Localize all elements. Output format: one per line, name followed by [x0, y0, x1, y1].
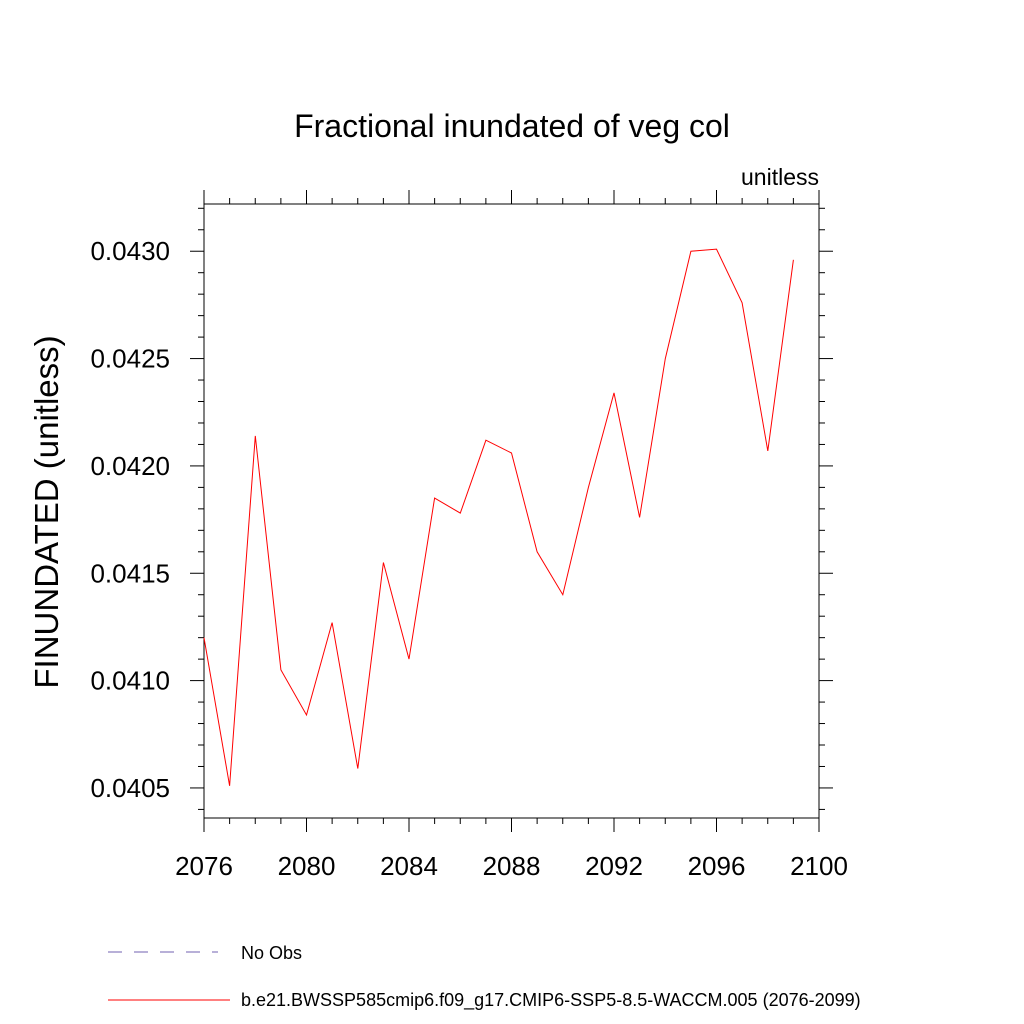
plot-frame	[203, 203, 820, 819]
series-line	[203, 248, 794, 786]
x-axis-tick-labels: 2076 2080 2084 2088 2092 2096 2100	[175, 851, 848, 881]
y-tick-label: 0.0430	[90, 236, 170, 266]
x-tick-label: 2096	[688, 851, 746, 881]
x-tick-label: 2084	[380, 851, 438, 881]
y-tick-label: 0.0425	[90, 344, 170, 374]
legend-label-no-obs: No Obs	[241, 943, 302, 963]
chart-title: Fractional inundated of veg col	[294, 108, 730, 144]
x-tick-label: 2092	[585, 851, 643, 881]
series-layer	[203, 248, 794, 786]
units-label: unitless	[741, 164, 819, 190]
y-axis-ticks	[190, 207, 833, 810]
y-tick-label: 0.0420	[90, 451, 170, 481]
y-tick-label: 0.0410	[90, 666, 170, 696]
x-axis-ticks	[203, 190, 820, 832]
x-tick-label: 2080	[278, 851, 336, 881]
y-tick-label: 0.0415	[90, 558, 170, 588]
legend-label-model: b.e21.BWSSP585cmip6.f09_g17.CMIP6-SSP5-8…	[241, 990, 861, 1011]
x-tick-label: 2088	[483, 851, 541, 881]
y-axis-label: FINUNDATED (unitless)	[28, 335, 65, 688]
y-axis-tick-labels: 0.0405 0.0410 0.0415 0.0420 0.0425 0.0430	[90, 236, 170, 803]
x-tick-label: 2100	[790, 851, 848, 881]
x-tick-label: 2076	[175, 851, 233, 881]
legend: No Obs b.e21.BWSSP585cmip6.f09_g17.CMIP6…	[108, 943, 861, 1011]
y-tick-label: 0.0405	[90, 773, 170, 803]
